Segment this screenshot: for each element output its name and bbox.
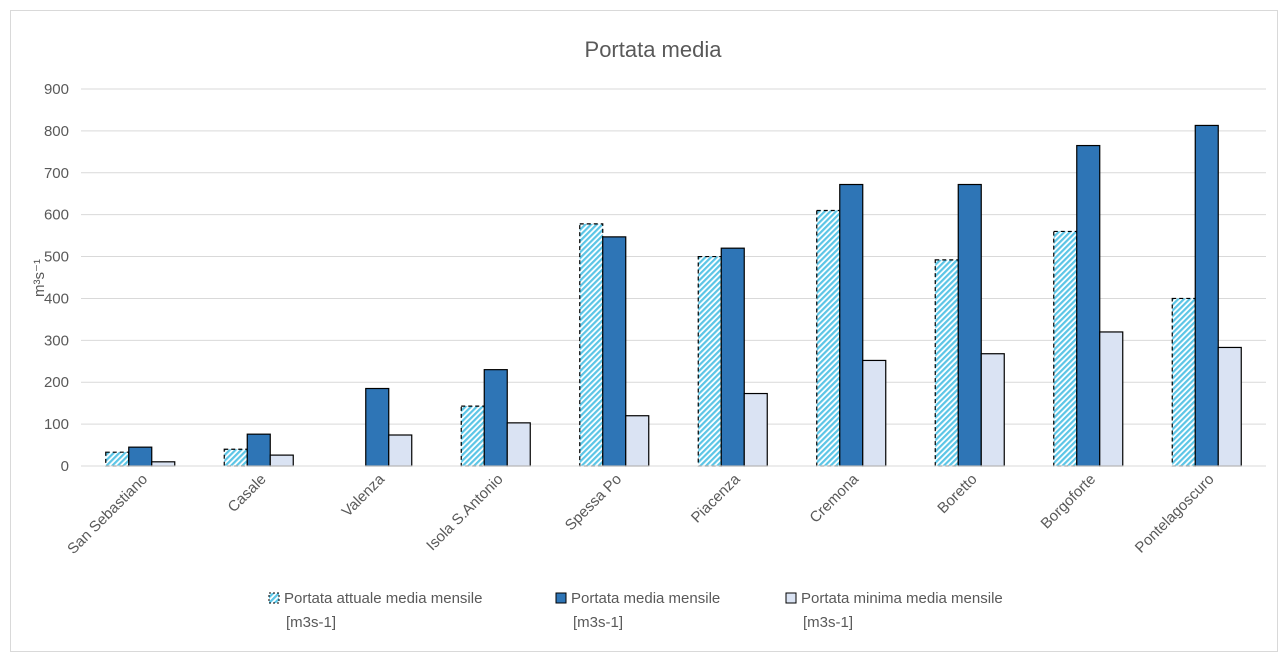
legend-swatch [268, 592, 280, 604]
x-tick-label: Piacenza [688, 470, 744, 526]
bar [980, 353, 1005, 467]
y-tick-label: 0 [61, 458, 69, 475]
y-tick-label: 400 [44, 290, 69, 307]
bar [839, 183, 864, 467]
x-tick-label: Cremona [806, 470, 862, 526]
bars [105, 124, 1242, 467]
bar [1217, 346, 1242, 467]
legend-label: Portata minima media mensile [801, 590, 1003, 607]
gridlines [81, 88, 1266, 425]
bar [128, 446, 153, 467]
x-tick-label: Pontelagoscuro [1132, 471, 1218, 557]
x-tick-label: Spessa Po [562, 471, 625, 534]
bar [151, 461, 176, 467]
y-tick-label: 200 [44, 374, 69, 391]
chart-frame: Portata media 0 100 200 300 400 500 600 700 800 9… [10, 10, 1278, 652]
bar [1099, 331, 1124, 467]
bar-chart: Portata media 0 100 200 300 400 500 600 700 800 9… [31, 37, 1266, 631]
bar [269, 454, 294, 467]
y-axis-ticks: 0 100 200 300 400 500 600 700 800 900 [44, 81, 69, 475]
bar [246, 433, 271, 467]
x-tick-label: Isola S.Antonio [423, 471, 506, 554]
legend-label: [m3s-1] [573, 614, 623, 631]
y-tick-label: 300 [44, 332, 69, 349]
x-tick-label: Casale [225, 471, 270, 516]
chart-title: Portata media [585, 37, 723, 62]
legend-swatch [785, 592, 797, 604]
bar [1194, 124, 1219, 467]
bar [602, 236, 627, 467]
bar [365, 387, 390, 467]
bar [697, 255, 722, 467]
bar [506, 422, 531, 467]
bar [625, 415, 650, 467]
bar [720, 247, 745, 467]
bar [957, 183, 982, 467]
x-axis-ticks: San Sebastiano Casale Valenza Isola S.Anton… [64, 470, 1217, 557]
bar [1053, 230, 1078, 467]
y-tick-label: 100 [44, 416, 69, 433]
bar [816, 209, 841, 467]
x-tick-label: Boretto [934, 471, 980, 517]
y-tick-label: 500 [44, 249, 69, 266]
bar [579, 223, 604, 467]
y-tick-label: 600 [44, 207, 69, 224]
bar [1076, 144, 1101, 467]
bar [1171, 297, 1196, 467]
bar [460, 405, 485, 467]
y-tick-label: 800 [44, 123, 69, 140]
legend-swatch [555, 592, 567, 604]
bar [743, 392, 768, 467]
bar [388, 434, 413, 467]
y-tick-label: 900 [44, 81, 69, 98]
legend-label: Portata media mensile [571, 590, 720, 607]
bar [105, 451, 130, 467]
legend-label: [m3s-1] [286, 614, 336, 631]
x-tick-label: San Sebastiano [64, 471, 151, 558]
x-tick-label: Valenza [339, 470, 389, 520]
legend-label: [m3s-1] [803, 614, 853, 631]
legend-label: Portata attuale media mensile [284, 590, 482, 607]
legend: Portata attuale media mensile [m3s-1] Port… [268, 590, 1003, 631]
y-tick-label: 700 [44, 165, 69, 182]
x-tick-label: Borgoforte [1038, 471, 1100, 533]
bar [223, 448, 248, 467]
y-axis-label: m³s⁻¹ [31, 259, 48, 297]
bar [483, 369, 508, 467]
bar [934, 259, 959, 467]
bar [862, 359, 887, 467]
